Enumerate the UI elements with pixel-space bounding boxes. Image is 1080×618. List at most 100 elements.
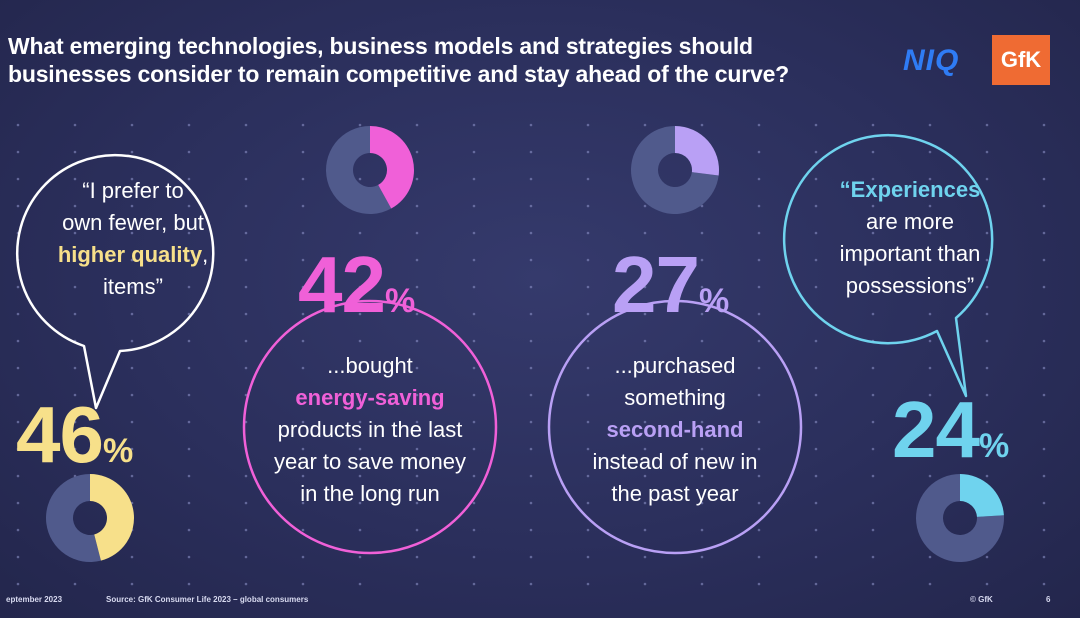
grid-dot [529,447,533,451]
grid-dot [358,393,362,397]
grid-dot [928,150,932,154]
grid-dot [130,555,134,559]
grid-dot [358,312,362,316]
grid-dot [586,258,590,262]
grid-dot [928,231,932,235]
grid-dot [130,447,134,451]
grid-dot [16,177,20,181]
grid-dot [928,393,932,397]
stat-46-percent: 46% [16,395,133,491]
grid-dot [871,393,875,397]
stat-unit: % [384,282,416,320]
grid-dot [871,501,875,505]
grid-dot [73,420,77,424]
grid-dot [586,312,590,316]
grid-dot [244,582,248,586]
grid-dot [1042,474,1046,478]
grid-dot [415,528,419,532]
stat-27-percent: 27% [612,245,729,341]
footer-copyright: © GfK [970,595,993,604]
grid-dot [472,528,476,532]
grid-dot [472,582,476,586]
donut-segment-remainder [631,126,719,214]
grid-dot [415,231,419,235]
grid-dot [928,420,932,424]
stat-unit: % [978,427,1010,465]
grid-dot [415,123,419,127]
grid-dot [985,366,989,370]
text-line-1: ...purchased [614,353,736,378]
grid-dot [1042,366,1046,370]
quote-line-4: possessions” [845,273,975,298]
grid-dot [130,285,134,289]
grid-dot [244,528,248,532]
grid-dot [928,204,932,208]
grid-dot [757,420,761,424]
grid-dot [1042,528,1046,532]
grid-dot [814,123,818,127]
grid-dot [700,393,704,397]
grid-dot [700,501,704,505]
grid-dot [73,123,77,127]
grid-dot [757,150,761,154]
grid-dot [529,339,533,343]
grid-dot [472,258,476,262]
donut-segment-value [90,474,134,561]
grid-dot [415,258,419,262]
grid-dot [757,258,761,262]
grid-dot [301,285,305,289]
grid-dot [415,501,419,505]
grid-dot [472,447,476,451]
grid-dot [586,393,590,397]
grid-dot [928,123,932,127]
grid-dot [16,285,20,289]
grid-dot [1042,555,1046,559]
grid-dot [187,339,191,343]
quote-line-3: higher quality, [28,239,238,271]
grid-dot [415,420,419,424]
grid-dot [187,366,191,370]
grid-dot [1042,177,1046,181]
highlight-higher-quality: higher quality [57,242,203,267]
grid-dot [73,231,77,235]
grid-dot [472,285,476,289]
grid-dot [928,474,932,478]
grid-dot [529,258,533,262]
stat-value: 42 [298,240,386,329]
gfk-logo: GfK [992,35,1050,85]
grid-dot [244,501,248,505]
grid-dot [415,393,419,397]
grid-dot [358,474,362,478]
grid-dot [358,258,362,262]
grid-dot [73,204,77,208]
grid-dot [1042,501,1046,505]
donut-segment-value [370,126,415,209]
grid-dot [130,312,134,316]
donut-chart-46 [45,474,134,562]
text-line-4: year to save money [274,449,466,474]
grid-dot [472,177,476,181]
donut-segment-value [675,126,719,176]
grid-dot [1042,258,1046,262]
grid-dot [928,582,932,586]
grid-dot [472,501,476,505]
grid-dot [757,393,761,397]
grid-dot [700,312,704,316]
grid-dot [757,285,761,289]
grid-dot [700,420,704,424]
grid-dot [1042,285,1046,289]
grid-dot [16,582,20,586]
grid-dot [187,312,191,316]
grid-dot [643,339,647,343]
grid-dot [1042,393,1046,397]
grid-dot [529,582,533,586]
grid-dot [529,123,533,127]
quote-own-fewer: “I prefer to own fewer, but higher quali… [28,175,238,303]
grid-dot [244,258,248,262]
grid-dot [700,528,704,532]
grid-dot [301,177,305,181]
grid-dot [358,123,362,127]
grid-dot [814,420,818,424]
grid-dot [187,150,191,154]
grid-dot [415,285,419,289]
